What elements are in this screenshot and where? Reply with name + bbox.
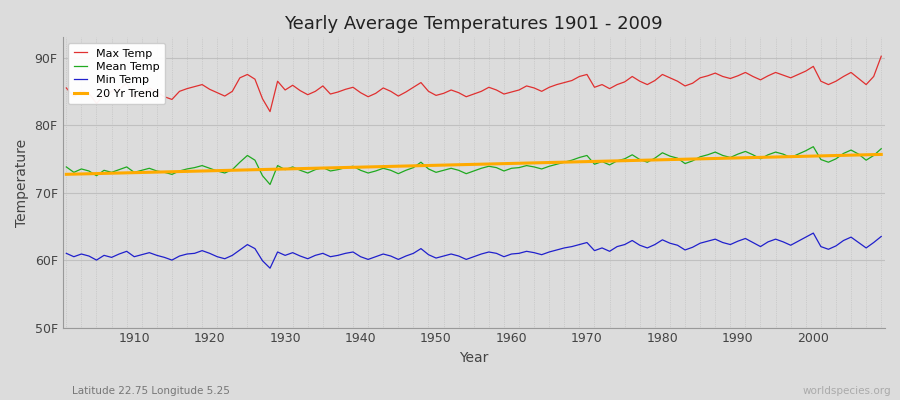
Max Temp bbox=[514, 88, 525, 92]
Max Temp bbox=[61, 86, 72, 90]
Mean Temp bbox=[876, 146, 886, 151]
20 Yr Trend bbox=[876, 152, 886, 157]
Line: 20 Yr Trend: 20 Yr Trend bbox=[67, 154, 881, 174]
Mean Temp bbox=[514, 165, 525, 170]
Line: Max Temp: Max Temp bbox=[67, 56, 881, 112]
20 Yr Trend bbox=[287, 166, 298, 171]
20 Yr Trend bbox=[499, 161, 509, 166]
Max Temp bbox=[122, 81, 132, 86]
Min Temp bbox=[506, 252, 517, 256]
Max Temp bbox=[506, 90, 517, 94]
Mean Temp bbox=[265, 182, 275, 187]
Min Temp bbox=[604, 249, 615, 254]
20 Yr Trend bbox=[597, 159, 608, 164]
Mean Temp bbox=[340, 165, 351, 170]
Min Temp bbox=[514, 251, 525, 256]
X-axis label: Year: Year bbox=[459, 351, 489, 365]
Min Temp bbox=[295, 254, 306, 258]
20 Yr Trend bbox=[61, 172, 72, 177]
Mean Temp bbox=[808, 144, 819, 149]
Mean Temp bbox=[122, 164, 132, 169]
Legend: Max Temp, Mean Temp, Min Temp, 20 Yr Trend: Max Temp, Mean Temp, Min Temp, 20 Yr Tre… bbox=[68, 43, 165, 104]
Mean Temp bbox=[61, 164, 72, 169]
Max Temp bbox=[265, 109, 275, 114]
20 Yr Trend bbox=[122, 170, 132, 175]
Min Temp bbox=[808, 231, 819, 236]
Max Temp bbox=[876, 54, 886, 59]
Title: Yearly Average Temperatures 1901 - 2009: Yearly Average Temperatures 1901 - 2009 bbox=[284, 15, 663, 33]
Text: Latitude 22.75 Longitude 5.25: Latitude 22.75 Longitude 5.25 bbox=[72, 386, 230, 396]
Max Temp bbox=[604, 86, 615, 91]
Line: Min Temp: Min Temp bbox=[67, 233, 881, 268]
Mean Temp bbox=[295, 168, 306, 173]
Min Temp bbox=[340, 251, 351, 256]
Y-axis label: Temperature: Temperature bbox=[15, 138, 29, 226]
20 Yr Trend bbox=[506, 161, 517, 166]
Max Temp bbox=[340, 87, 351, 92]
20 Yr Trend bbox=[333, 165, 344, 170]
Mean Temp bbox=[506, 166, 517, 171]
Min Temp bbox=[61, 251, 72, 256]
Line: Mean Temp: Mean Temp bbox=[67, 147, 881, 184]
Text: worldspecies.org: worldspecies.org bbox=[803, 386, 891, 396]
Min Temp bbox=[265, 266, 275, 270]
Mean Temp bbox=[604, 162, 615, 167]
Min Temp bbox=[876, 234, 886, 239]
Min Temp bbox=[122, 249, 132, 254]
Max Temp bbox=[295, 88, 306, 93]
